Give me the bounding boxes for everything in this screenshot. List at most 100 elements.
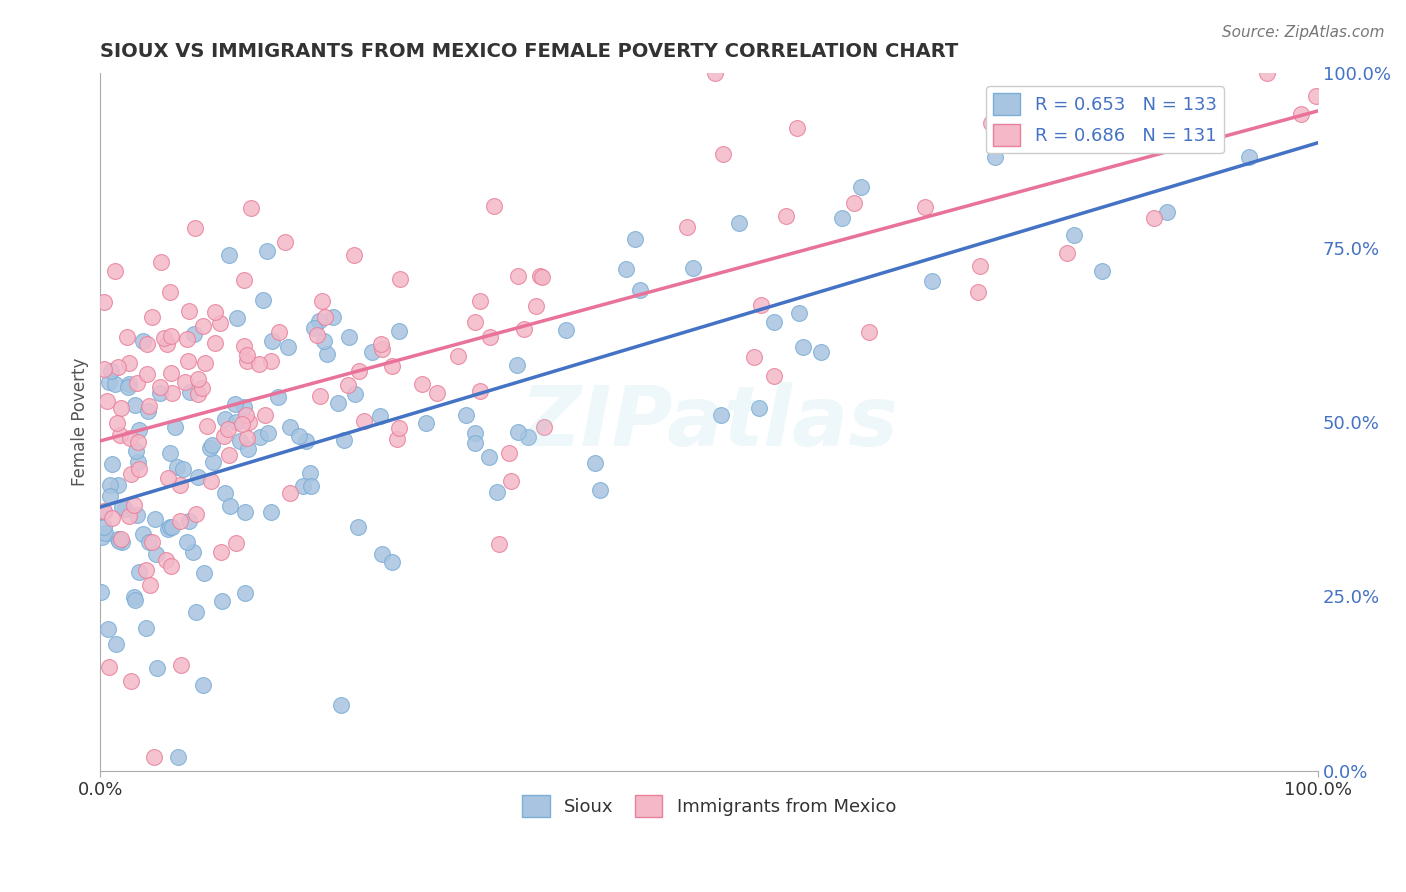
Point [299,466,322,480]
Point [360,345,382,359]
Point [169,478,191,492]
Point [1056,246,1078,260]
Point [105,637,128,651]
Point [226,311,249,326]
Point [93,505,115,519]
Point [775,209,797,223]
Point [314,334,336,348]
Point [135,563,157,577]
Point [388,324,411,338]
Point [343,248,366,262]
Point [104,264,127,278]
Point [921,274,943,288]
Point [468,294,491,309]
Point [239,201,262,215]
Point [533,420,555,434]
Point [349,364,371,378]
Point [278,486,301,500]
Point [177,514,200,528]
Point [187,469,209,483]
Point [101,510,124,524]
Point [159,366,181,380]
Point [389,271,412,285]
Point [1291,107,1313,121]
Point [218,248,240,262]
Point [118,356,141,370]
Point [488,537,510,551]
Point [108,428,131,442]
Point [267,325,290,339]
Point [479,330,502,344]
Point [614,261,637,276]
Point [1063,228,1085,243]
Point [322,310,344,325]
Point [201,438,224,452]
Point [104,377,127,392]
Legend: Sioux, Immigrants from Mexico: Sioux, Immigrants from Mexico [515,788,903,824]
Point [122,498,145,512]
Point [176,332,198,346]
Point [1237,150,1260,164]
Point [191,318,214,333]
Point [370,336,392,351]
Point [110,401,132,415]
Point [143,749,166,764]
Point [96,394,118,409]
Point [233,504,256,518]
Point [278,420,301,434]
Point [179,303,201,318]
Point [176,535,198,549]
Point [415,417,437,431]
Point [302,320,325,334]
Point [191,678,214,692]
Point [914,200,936,214]
Point [262,334,284,348]
Point [200,474,222,488]
Point [506,359,529,373]
Point [347,519,370,533]
Point [742,350,765,364]
Point [146,661,169,675]
Point [464,436,486,450]
Point [1256,66,1278,80]
Point [132,334,155,348]
Point [225,536,247,550]
Point [107,478,129,492]
Point [763,315,786,329]
Point [330,698,353,712]
Point [195,419,218,434]
Point [170,658,193,673]
Point [506,425,529,439]
Point [156,522,179,536]
Point [107,532,129,546]
Point [169,514,191,528]
Point [217,422,239,436]
Point [728,216,751,230]
Point [309,389,332,403]
Point [93,503,115,517]
Point [107,359,129,374]
Point [485,484,508,499]
Text: ZIPatlas: ZIPatlas [520,382,898,463]
Point [214,486,236,500]
Point [235,409,257,423]
Point [187,372,209,386]
Point [979,116,1001,130]
Point [259,354,281,368]
Point [114,501,136,516]
Point [966,285,988,299]
Point [122,590,145,604]
Point [94,526,117,541]
Point [554,323,576,337]
Point [831,211,853,225]
Point [204,304,226,318]
Point [232,339,254,353]
Point [368,409,391,424]
Point [98,478,121,492]
Point [209,545,232,559]
Point [209,316,232,330]
Point [125,443,148,458]
Point [101,457,124,471]
Point [984,150,1007,164]
Point [426,385,449,400]
